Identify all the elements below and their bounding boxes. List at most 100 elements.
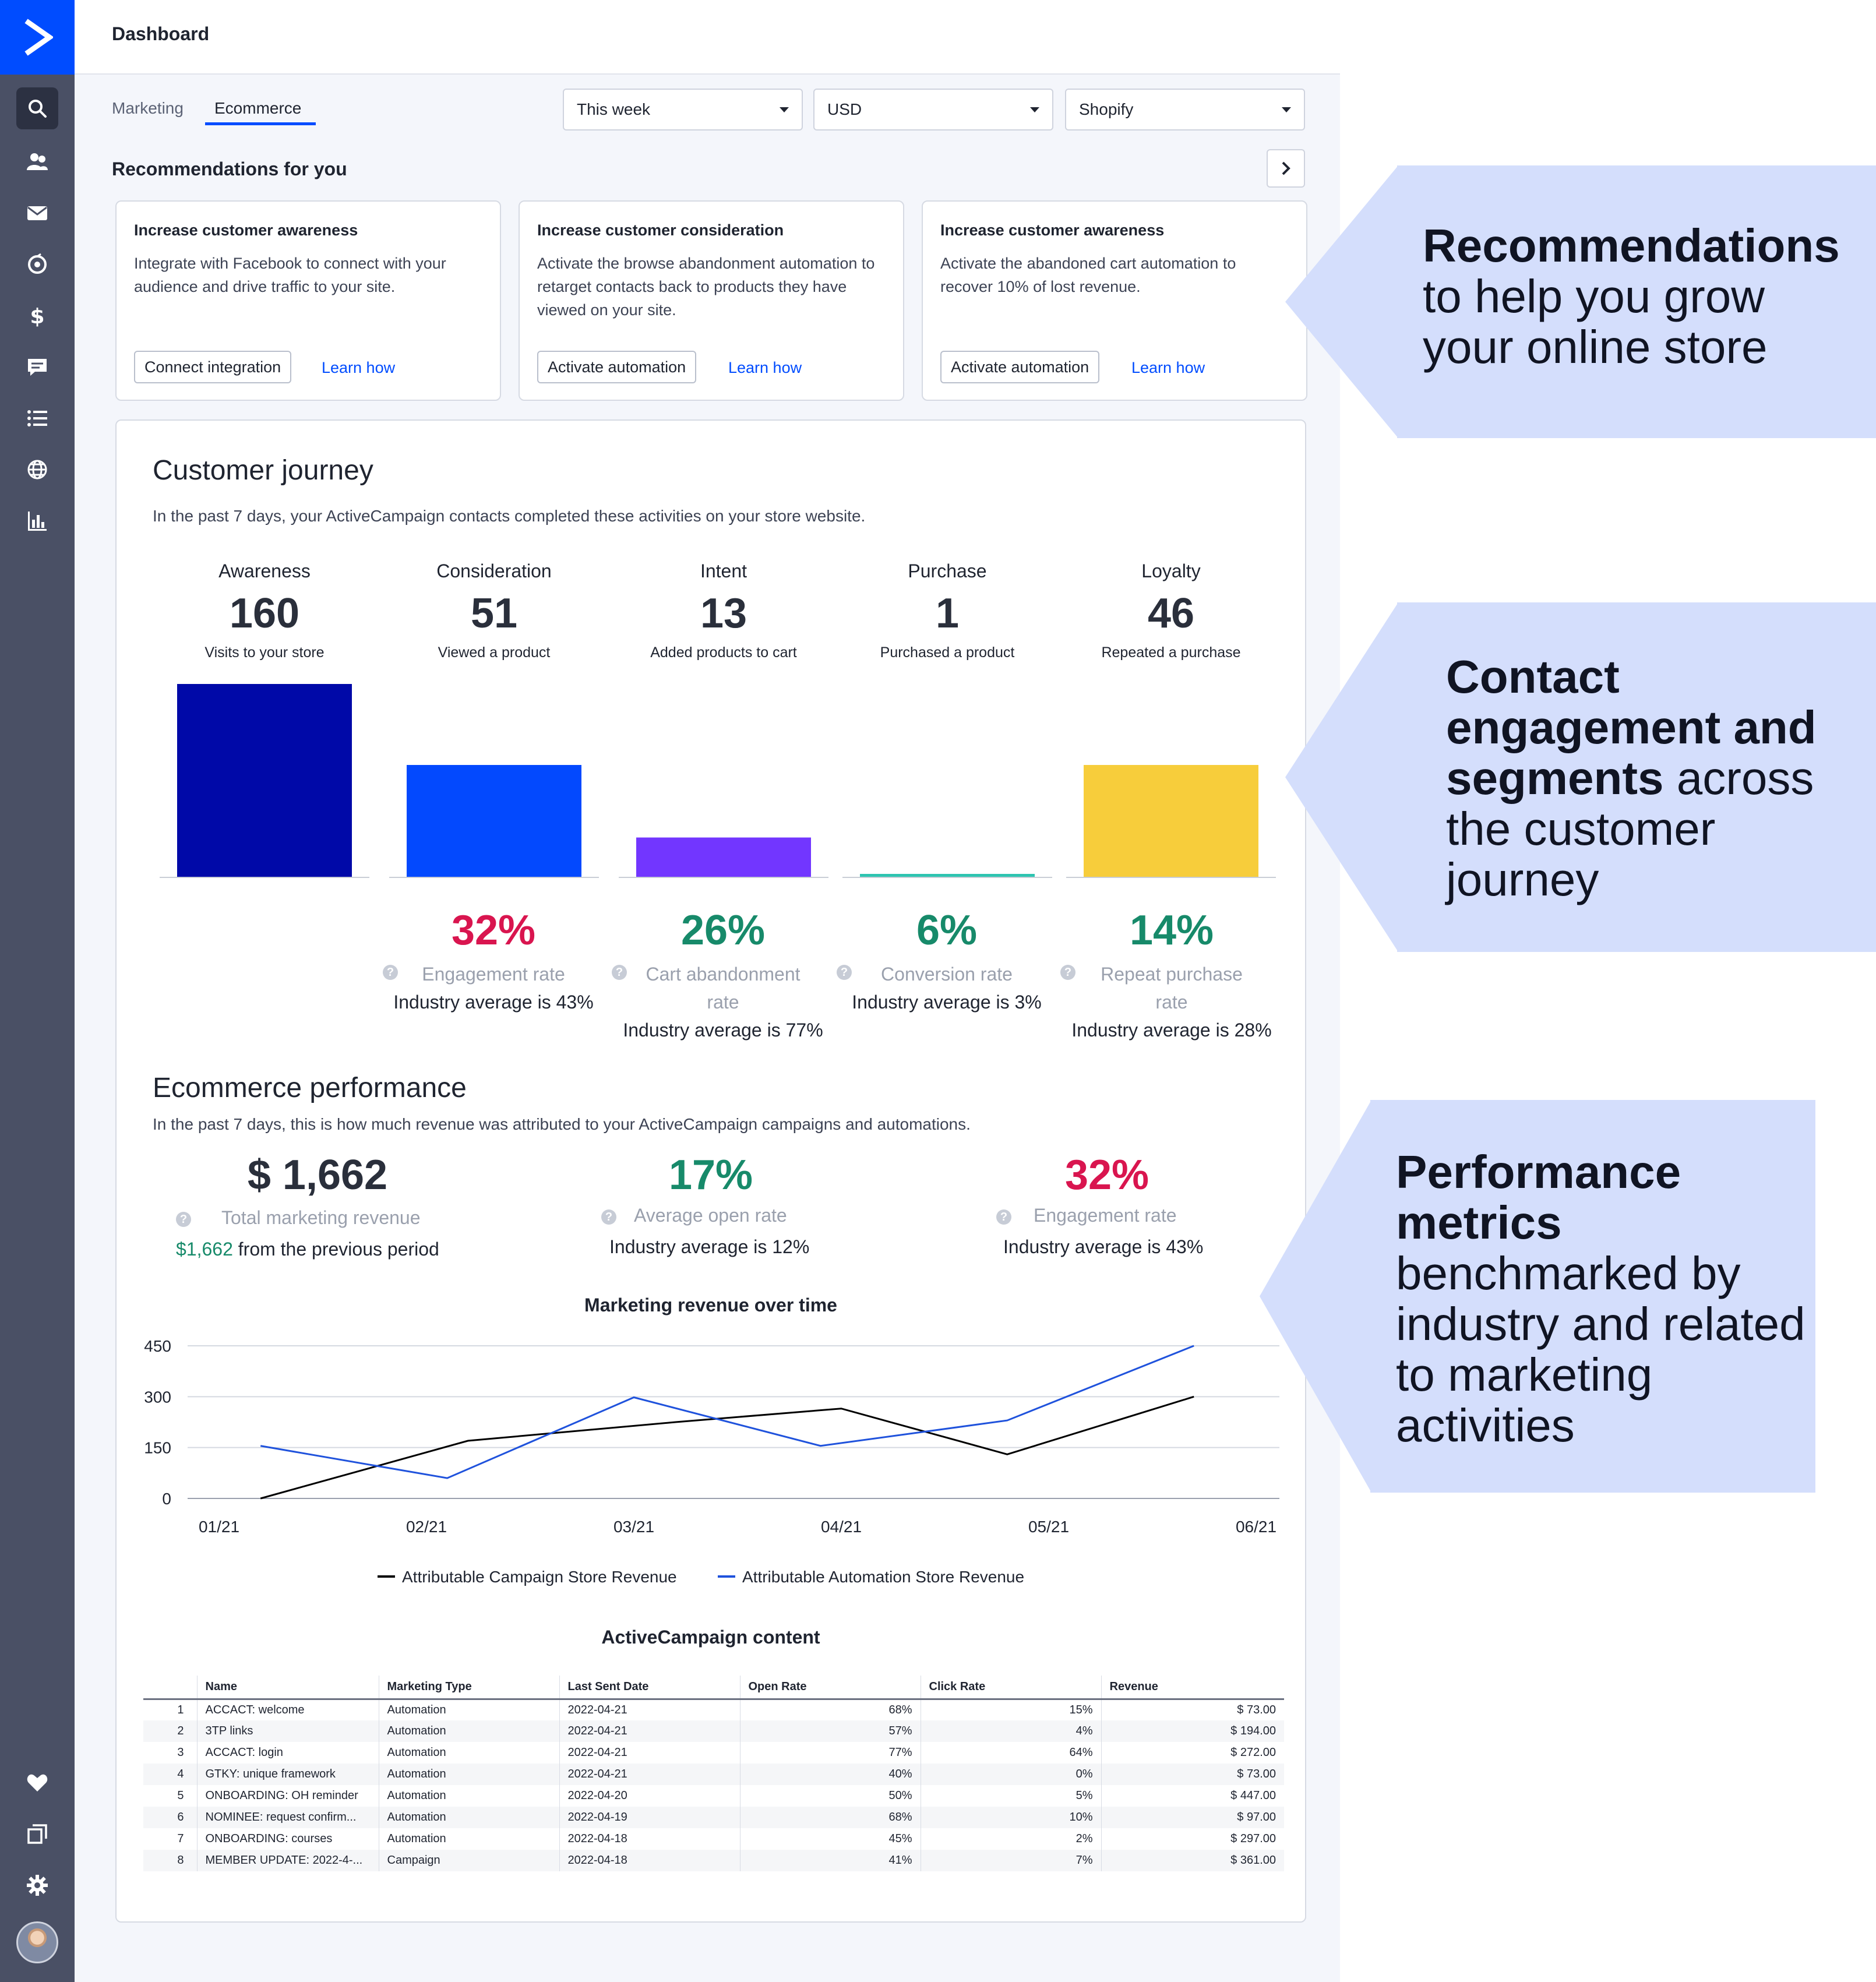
y-tick-label: 300 <box>144 1388 171 1406</box>
metric-label: Total marketing revenue <box>221 1207 421 1228</box>
table-row[interactable]: 1 ACCACT: welcome Automation 2022-04-21 68% 1… <box>143 1699 1284 1720</box>
tab-ecommerce[interactable]: Ecommerce <box>214 99 302 117</box>
table-cell: Automation <box>378 1742 559 1764</box>
contacts-icon[interactable] <box>16 141 58 183</box>
help-icon[interactable]: ? <box>837 965 852 980</box>
learn-how-link[interactable]: Learn how <box>728 359 802 376</box>
table-cell: $ 297.00 <box>1101 1828 1284 1850</box>
column-header[interactable]: Marketing Type <box>378 1676 559 1700</box>
table-row[interactable]: 5 ONBOARDING: OH reminder Automation 2022-0… <box>143 1785 1284 1807</box>
table-cell: 10% <box>920 1807 1101 1828</box>
learn-how-link[interactable]: Learn how <box>1131 359 1205 376</box>
callout-rest: benchmarked by industry and related to m… <box>1396 1247 1806 1451</box>
column-header[interactable]: Revenue <box>1101 1676 1284 1700</box>
deals-icon[interactable]: $ <box>16 295 58 337</box>
store-select[interactable]: Shopify <box>1065 89 1305 131</box>
row-number: 5 <box>177 1789 184 1802</box>
website-icon[interactable] <box>16 449 58 491</box>
funnel-bar-intent[interactable] <box>636 837 811 877</box>
recommendation-card: Increase customer awareness Activate the… <box>922 200 1307 401</box>
chevron-right-icon <box>1282 161 1290 175</box>
content-table-title: ActiveCampaign content <box>601 1627 820 1648</box>
recommendation-title: Increase customer awareness <box>940 221 1165 239</box>
rate-label: Engagement rate <box>422 964 565 985</box>
column-header[interactable]: Open Rate <box>739 1676 921 1700</box>
recommendation-title: Increase customer consideration <box>537 221 784 239</box>
callout-rest: across the customer journey <box>1446 752 1814 905</box>
table-row[interactable]: 3 ACCACT: login Automation 2022-04-21 77% 64%… <box>143 1742 1284 1764</box>
funnel-bar-purchase[interactable] <box>860 874 1035 877</box>
column-header[interactable]: Last Sent Date <box>559 1676 740 1700</box>
active-tab-indicator <box>205 122 316 125</box>
callout-recommendations-text: Recommendations to help you grow your on… <box>1423 220 1866 372</box>
activecampaign-logo[interactable] <box>0 0 75 75</box>
table-row[interactable]: 4 GTKY: unique framework Automation 2022-04… <box>143 1764 1284 1785</box>
period-select[interactable]: This week <box>563 89 803 131</box>
activate-automation-button[interactable]: Activate automation <box>537 351 697 383</box>
table-row[interactable]: 2 3TP links Automation 2022-04-21 57% 4% $ 194… <box>143 1720 1284 1742</box>
table-cell: 0% <box>920 1764 1101 1785</box>
stage-description: Added products to cart <box>650 644 797 661</box>
table-cell: GTKY: unique framework <box>196 1764 379 1785</box>
conversations-icon[interactable] <box>16 346 58 388</box>
help-icon[interactable]: ? <box>612 965 627 980</box>
period-select-value: This week <box>577 100 651 118</box>
currency-select[interactable]: USD <box>813 89 1053 131</box>
help-icon[interactable]: ? <box>1060 965 1075 980</box>
industry-average: Industry average is 28% <box>1071 1020 1272 1041</box>
table-cell: 7% <box>920 1850 1101 1871</box>
rate-value: 6% <box>916 907 978 954</box>
table-cell: 2022-04-19 <box>559 1807 740 1828</box>
row-number: 3 <box>177 1746 184 1759</box>
table-row[interactable]: 8 MEMBER UPDATE: 2022-4-... Campaign 2022-0… <box>143 1850 1284 1871</box>
avatar[interactable] <box>16 1921 58 1963</box>
callout-arrow <box>1260 1100 1371 1493</box>
connect-integration-button[interactable]: Connect integration <box>134 351 292 383</box>
automations-icon[interactable] <box>16 244 58 285</box>
callout-bold: Recommendations <box>1423 220 1840 271</box>
stage-label: Loyalty <box>1141 560 1201 581</box>
store-select-value: Shopify <box>1079 100 1134 118</box>
table-cell: ONBOARDING: courses <box>196 1828 379 1850</box>
x-tick-label: 03/21 <box>613 1518 654 1536</box>
column-header[interactable]: Name <box>196 1676 379 1700</box>
table-cell: ACCACT: welcome <box>196 1699 379 1720</box>
help-icon[interactable]: ? <box>176 1212 191 1227</box>
reports-icon[interactable] <box>16 500 58 542</box>
campaigns-icon[interactable] <box>16 192 58 234</box>
tab-marketing[interactable]: Marketing <box>112 99 184 117</box>
table-header-row: Name Marketing Type Last Sent Date Open … <box>143 1676 1284 1700</box>
lists-icon[interactable] <box>16 397 58 439</box>
table-cell: 2022-04-21 <box>559 1764 740 1785</box>
heart-icon[interactable] <box>16 1762 58 1804</box>
table-cell: 40% <box>739 1764 921 1785</box>
ecommerce-performance-title: Ecommerce performance <box>153 1073 467 1103</box>
gear-icon[interactable] <box>16 1864 58 1906</box>
y-tick-label: 450 <box>144 1337 171 1355</box>
help-icon[interactable]: ? <box>996 1209 1011 1225</box>
table-cell: Automation <box>378 1699 559 1720</box>
column-header[interactable]: Click Rate <box>920 1676 1101 1700</box>
next-recommendations-button[interactable] <box>1267 149 1305 188</box>
funnel-bar-consideration[interactable] <box>407 765 581 877</box>
rate-label: Conversion rate <box>881 964 1013 985</box>
funnel-bar-loyalty[interactable] <box>1084 765 1258 877</box>
activate-automation-button[interactable]: Activate automation <box>940 351 1100 383</box>
row-number-header <box>143 1676 197 1700</box>
pages-icon[interactable] <box>16 1813 58 1855</box>
table-row[interactable]: 7 ONBOARDING: courses Automation 2022-04-18… <box>143 1828 1284 1850</box>
help-icon[interactable]: ? <box>601 1209 616 1225</box>
metric-value: 17% <box>668 1152 753 1198</box>
search-icon[interactable] <box>16 87 58 129</box>
y-tick-label: 150 <box>144 1439 171 1457</box>
funnel-bar-awareness[interactable] <box>177 684 352 877</box>
previous-period-note: $1,662 from the previous period <box>176 1239 439 1260</box>
row-number: 4 <box>143 1764 197 1785</box>
table-row[interactable]: 6 NOMINEE: request confirm... Automation 20… <box>143 1807 1284 1828</box>
dashboard-card <box>115 419 1306 1923</box>
help-icon[interactable]: ? <box>383 965 398 980</box>
x-tick-label: 02/21 <box>406 1518 447 1536</box>
callout-arrow <box>1285 602 1398 952</box>
callout-contact-text: Contact engagement and segments across t… <box>1446 651 1842 905</box>
learn-how-link[interactable]: Learn how <box>322 359 396 376</box>
